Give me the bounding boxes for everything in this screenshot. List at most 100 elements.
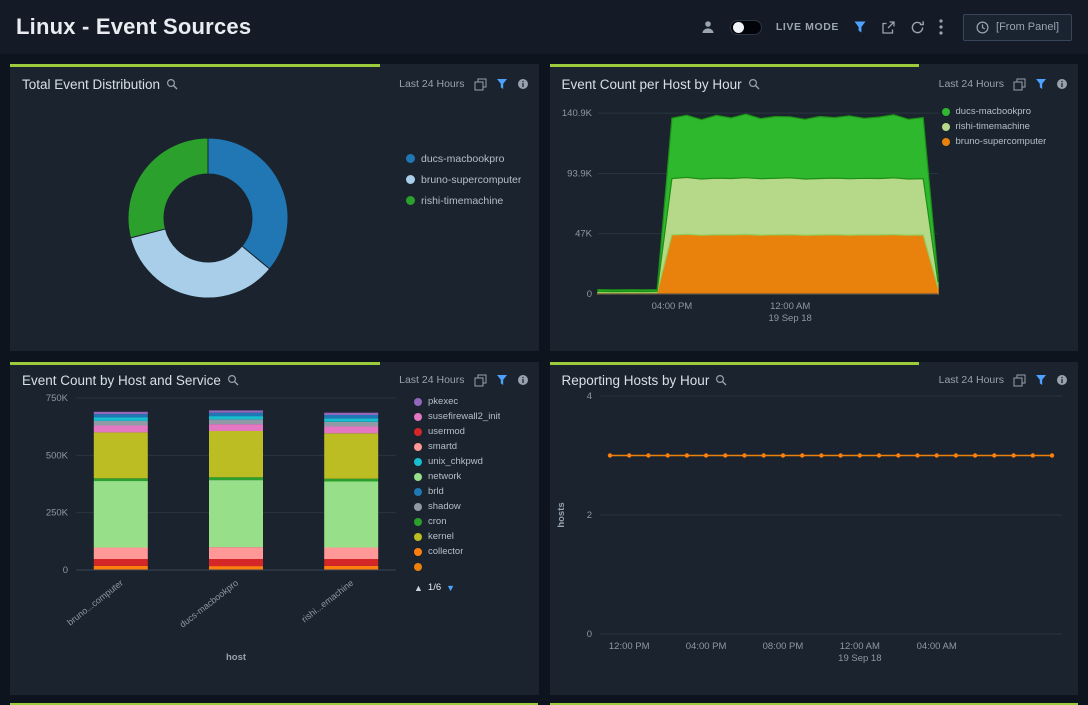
live-mode-label: LIVE MODE [775,21,840,33]
donut-legend: ducs-macbookpro bruno-supercomputer rishi-… [406,148,521,211]
svg-text:19 Sep 18: 19 Sep 18 [768,313,811,324]
svg-text:500K: 500K [46,450,69,461]
page-down-icon[interactable]: ▼ [446,582,456,593]
filter-icon[interactable] [496,374,508,386]
legend-item[interactable]: rishi-timemachine [406,190,521,211]
legend-item[interactable]: usermod [414,424,536,439]
from-panel-button[interactable]: [From Panel] [963,13,1072,41]
legend-item[interactable]: collector [414,544,536,559]
legend-label: ducs-macbookpro [955,106,1032,117]
legend-dot [406,175,415,184]
legend-item[interactable]: bruno-supercomputer [941,134,1047,149]
legend-item[interactable]: bruno-supercomputer [406,169,521,190]
toggle-knob [732,21,744,33]
filter-icon[interactable] [496,78,508,90]
legend-dot [414,487,422,496]
time-range[interactable]: Last 24 Hours [938,374,1004,386]
legend-item[interactable] [414,559,536,574]
legend-label: brld [428,486,444,497]
refresh-icon[interactable] [910,20,925,35]
svg-text:host: host [226,652,247,663]
share-icon[interactable] [881,20,896,35]
panel-accent-bar [10,64,380,67]
time-range[interactable]: Last 24 Hours [399,78,465,90]
svg-text:rishi...emachine: rishi...emachine [300,578,356,625]
area-legend: ducs-macbookpro rishi-timemachine bruno-su… [941,104,1047,149]
legend-item[interactable]: shadow [414,499,536,514]
legend-dot [941,107,950,116]
legend-label: bruno-supercomputer [955,136,1047,147]
legend-item[interactable]: susefirewall2_init [414,409,536,424]
time-range[interactable]: Last 24 Hours [399,374,465,386]
info-icon[interactable] [517,374,529,386]
legend-label: network [428,471,462,482]
svg-text:750K: 750K [46,393,69,404]
filter-icon[interactable] [853,20,867,34]
legend-dot [414,532,422,541]
panel-accent-bar [549,64,920,67]
legend-dot [406,154,415,163]
legend-label: collector [428,546,464,557]
svg-text:08:00 PM: 08:00 PM [762,641,803,652]
legend-label: bruno-supercomputer [421,173,522,186]
svg-text:140.9K: 140.9K [561,108,592,119]
legend-label: unix_chkpwd [428,456,483,467]
panel-total-event-distribution: Total Event Distribution Last 24 Hours d… [10,64,539,351]
svg-text:19 Sep 18: 19 Sep 18 [838,653,881,664]
zoom-icon[interactable] [748,78,760,90]
legend-item[interactable]: smartd [414,439,536,454]
legend-label: smartd [428,441,458,452]
legend-dot [414,502,422,511]
panel-title: Event Count per Host by Hour [562,77,760,92]
svg-text:0: 0 [586,289,591,300]
info-icon[interactable] [1056,374,1068,386]
panel-accent-bar [10,362,380,365]
svg-text:0: 0 [586,629,591,640]
legend-item[interactable]: kernel [414,529,536,544]
legend-item[interactable]: rishi-timemachine [941,119,1047,134]
legend-dot [414,442,422,451]
kebab-menu-icon[interactable] [939,19,943,35]
zoom-icon[interactable] [227,374,239,386]
panel-title: Total Event Distribution [22,77,178,92]
legend-label: rishi-timemachine [955,121,1030,132]
legend-item[interactable]: brld [414,484,536,499]
svg-text:250K: 250K [46,508,69,519]
time-range[interactable]: Last 24 Hours [938,78,1004,90]
page-up-icon[interactable]: ▲ [414,582,423,593]
page-indicator: 1/6 [427,582,442,593]
legend-dot [414,427,422,436]
next-row-accent-left [10,703,538,705]
svg-text:04:00 PM: 04:00 PM [685,641,726,652]
svg-text:12:00 AM: 12:00 AM [770,301,810,312]
svg-text:hosts: hosts [556,502,567,527]
legend-label: shadow [428,501,461,512]
svg-text:4: 4 [586,391,591,402]
user-icon[interactable] [700,20,716,34]
svg-text:ducs-macbookpro: ducs-macbookpro [178,578,241,630]
legend-item[interactable]: cron [414,514,536,529]
zoom-icon[interactable] [715,374,727,386]
live-mode-toggle[interactable] [729,19,762,35]
legend-item[interactable]: network [414,469,536,484]
panel-copy-icon[interactable] [1013,374,1026,387]
legend-item[interactable]: pkexec [414,394,536,409]
info-icon[interactable] [1056,78,1068,90]
panel-copy-icon[interactable] [474,374,487,387]
panel-copy-icon[interactable] [474,78,487,91]
info-icon[interactable] [517,78,529,90]
panel-copy-icon[interactable] [1013,78,1026,91]
legend-dot [414,457,422,466]
panel-accent-bar [549,362,920,365]
clock-icon [976,20,989,34]
zoom-icon[interactable] [166,78,178,90]
legend-item[interactable]: ducs-macbookpro [941,104,1047,119]
legend-item[interactable]: ducs-macbookpro [406,148,521,169]
next-row-accent-right [550,703,1078,705]
filter-icon[interactable] [1035,374,1047,386]
legend-dot [941,137,950,146]
filter-icon[interactable] [1035,78,1047,90]
svg-text:04:00 AM: 04:00 AM [916,641,956,652]
legend-item[interactable]: unix_chkpwd [414,454,536,469]
legend-pager: ▲ 1/6 ▼ [414,581,459,594]
